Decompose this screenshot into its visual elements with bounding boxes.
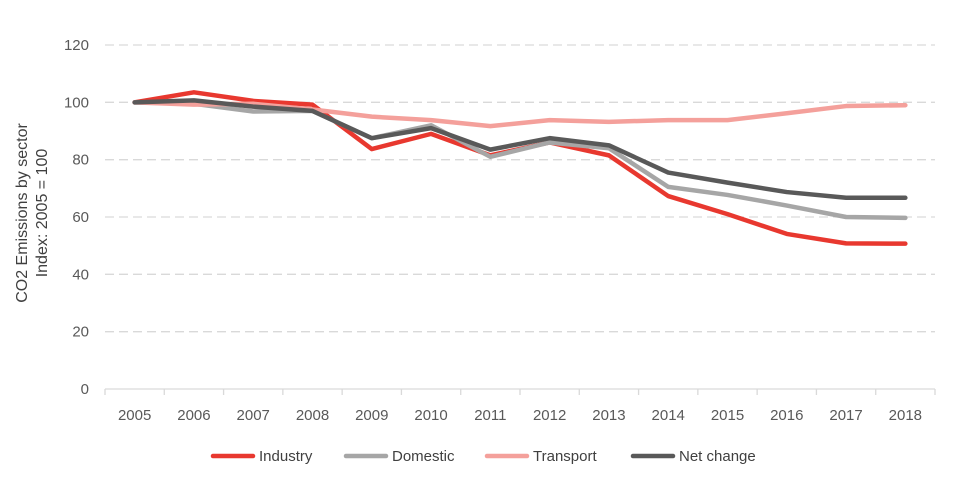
y-tick-label: 100 <box>64 94 89 111</box>
y-tick-label: 0 <box>81 381 89 398</box>
legend-item-transport: Transport <box>484 448 597 465</box>
legend-item-industry: Industry <box>210 448 313 465</box>
x-tick-label: 2016 <box>770 407 803 424</box>
series-line-domestic <box>132 100 908 221</box>
series-line-net-change <box>132 98 908 201</box>
x-tick-label: 2017 <box>829 407 862 424</box>
y-axis-title-line: Index: 2005 = 100 <box>34 149 51 278</box>
x-tick-label: 2011 <box>474 407 506 424</box>
x-tick-label: 2008 <box>296 407 329 424</box>
y-axis-title: CO2 Emissions by sector Index: 2005 = 100 <box>14 123 51 303</box>
x-tick-label: 2013 <box>592 407 625 424</box>
x-tick-label: 2007 <box>237 407 270 424</box>
y-tick-label: 40 <box>72 266 89 283</box>
legend: Industry Domestic Transport Net change <box>210 448 756 465</box>
x-tick-label: 2009 <box>355 407 388 424</box>
gridlines <box>105 44 935 333</box>
legend-label: Transport <box>533 448 597 465</box>
legend-item-domestic: Domestic <box>343 448 455 465</box>
series-line-transport <box>132 100 908 129</box>
y-axis-title-line: CO2 Emissions by sector <box>14 123 31 303</box>
y-tick-label: 60 <box>72 209 89 226</box>
y-tick-label: 80 <box>72 152 89 169</box>
legend-label: Domestic <box>392 448 455 465</box>
y-tick-label: 20 <box>72 324 89 341</box>
legend-label: Industry <box>259 448 313 465</box>
y-tick-label: 120 <box>64 37 89 54</box>
x-tick-label: 2018 <box>889 407 922 424</box>
series-lines <box>132 90 908 246</box>
x-tick-label: 2005 <box>118 407 151 424</box>
legend-item-net-change: Net change <box>630 448 756 465</box>
x-tick-label: 2010 <box>414 407 447 424</box>
legend-label: Net change <box>679 448 756 465</box>
axes: 0 20 40 60 80 100 120 2005 2006 2007 2008 2009 2010 2… <box>64 37 936 424</box>
x-tick-label: 2014 <box>652 407 685 424</box>
x-tick-label: 2006 <box>177 407 210 424</box>
x-tick-label: 2012 <box>533 407 566 424</box>
x-tick-label: 2015 <box>711 407 744 424</box>
